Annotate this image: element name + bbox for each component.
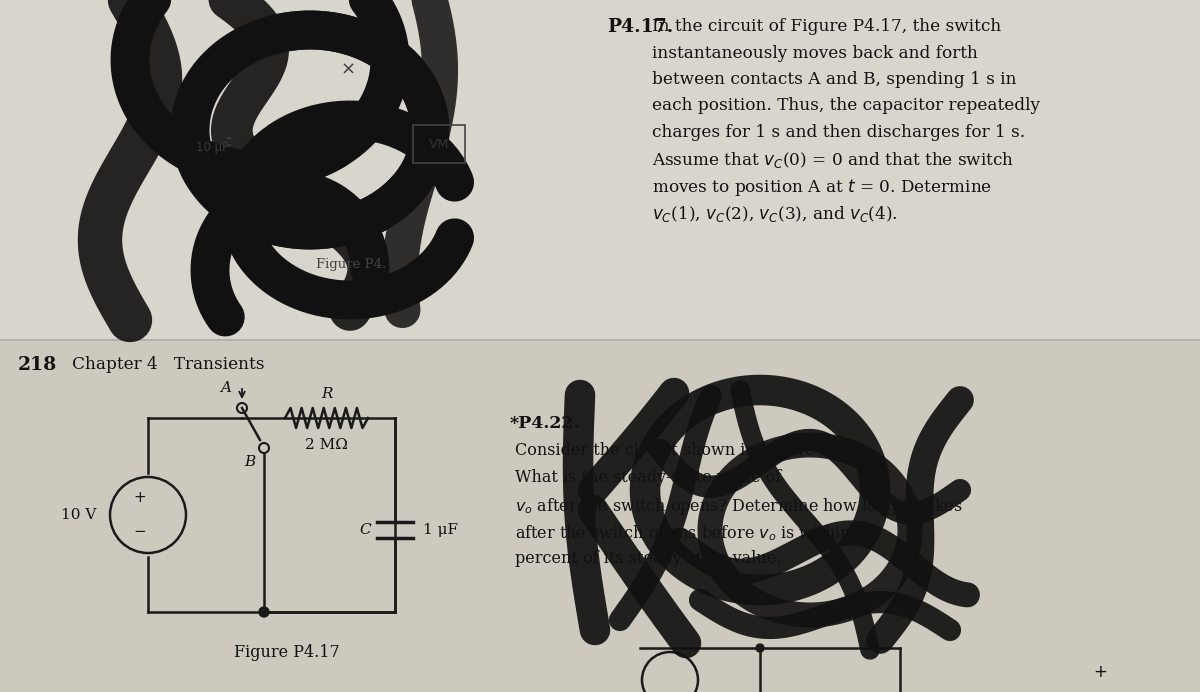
Text: Figure P4.: Figure P4.: [316, 258, 386, 271]
Text: Chapter 4   Transients: Chapter 4 Transients: [72, 356, 264, 373]
Text: Assume that $v_C$(0) = 0 and that the switch: Assume that $v_C$(0) = 0 and that the sw…: [652, 150, 1014, 170]
Text: after the switch opens before $v_o$ is within 1: after the switch opens before $v_o$ is w…: [515, 523, 865, 544]
Text: P4.17.: P4.17.: [607, 18, 673, 36]
Text: B: B: [245, 455, 256, 469]
Text: +: +: [133, 491, 146, 505]
Text: +: +: [1093, 663, 1106, 681]
Text: Consider the circuit shown in Figure P4.22.: Consider the circuit shown in Figure P4.…: [515, 442, 871, 459]
Text: ×: ×: [341, 61, 355, 79]
Text: percent of its steady-state value.: percent of its steady-state value.: [515, 550, 781, 567]
Bar: [0, 0, 1200, 340]
Text: 1 μF: 1 μF: [424, 523, 458, 537]
Text: between contacts A and B, spending 1 s in: between contacts A and B, spending 1 s i…: [652, 71, 1016, 88]
Text: *P4.22.: *P4.22.: [510, 415, 581, 432]
Circle shape: [756, 644, 764, 652]
Text: 10 V: 10 V: [61, 508, 96, 522]
Bar: [413, 125, 466, 163]
Text: instantaneously moves back and forth: instantaneously moves back and forth: [652, 44, 978, 62]
Text: $v_o$ after the switch opens? Determine how long it takes: $v_o$ after the switch opens? Determine …: [515, 496, 962, 517]
Text: $v_C$(1), $v_C$(2), $v_C$(3), and $v_C$(4).: $v_C$(1), $v_C$(2), $v_C$(3), and $v_C$(…: [652, 203, 898, 224]
Text: 10 µF: 10 µF: [196, 141, 229, 154]
Bar: [0, 340, 1200, 692]
Text: A: A: [221, 381, 232, 395]
Text: each position. Thus, the capacitor repeatedly: each position. Thus, the capacitor repea…: [652, 98, 1040, 114]
Circle shape: [259, 607, 269, 617]
Text: moves to position A at $t$ = 0. Determine: moves to position A at $t$ = 0. Determin…: [652, 177, 992, 198]
Text: charges for 1 s and then discharges for 1 s.: charges for 1 s and then discharges for …: [652, 124, 1025, 141]
Text: What is the steady-state value of: What is the steady-state value of: [515, 469, 781, 486]
Text: C: C: [359, 523, 371, 537]
Text: −: −: [133, 525, 146, 540]
Text: 218: 218: [18, 356, 58, 374]
Text: VM: VM: [428, 138, 449, 150]
Text: In the circuit of Figure P4.17, the switch: In the circuit of Figure P4.17, the swit…: [652, 18, 1001, 35]
Text: Figure P4.17: Figure P4.17: [234, 644, 340, 661]
Text: 2 MΩ: 2 MΩ: [305, 438, 348, 452]
Text: R: R: [320, 387, 332, 401]
